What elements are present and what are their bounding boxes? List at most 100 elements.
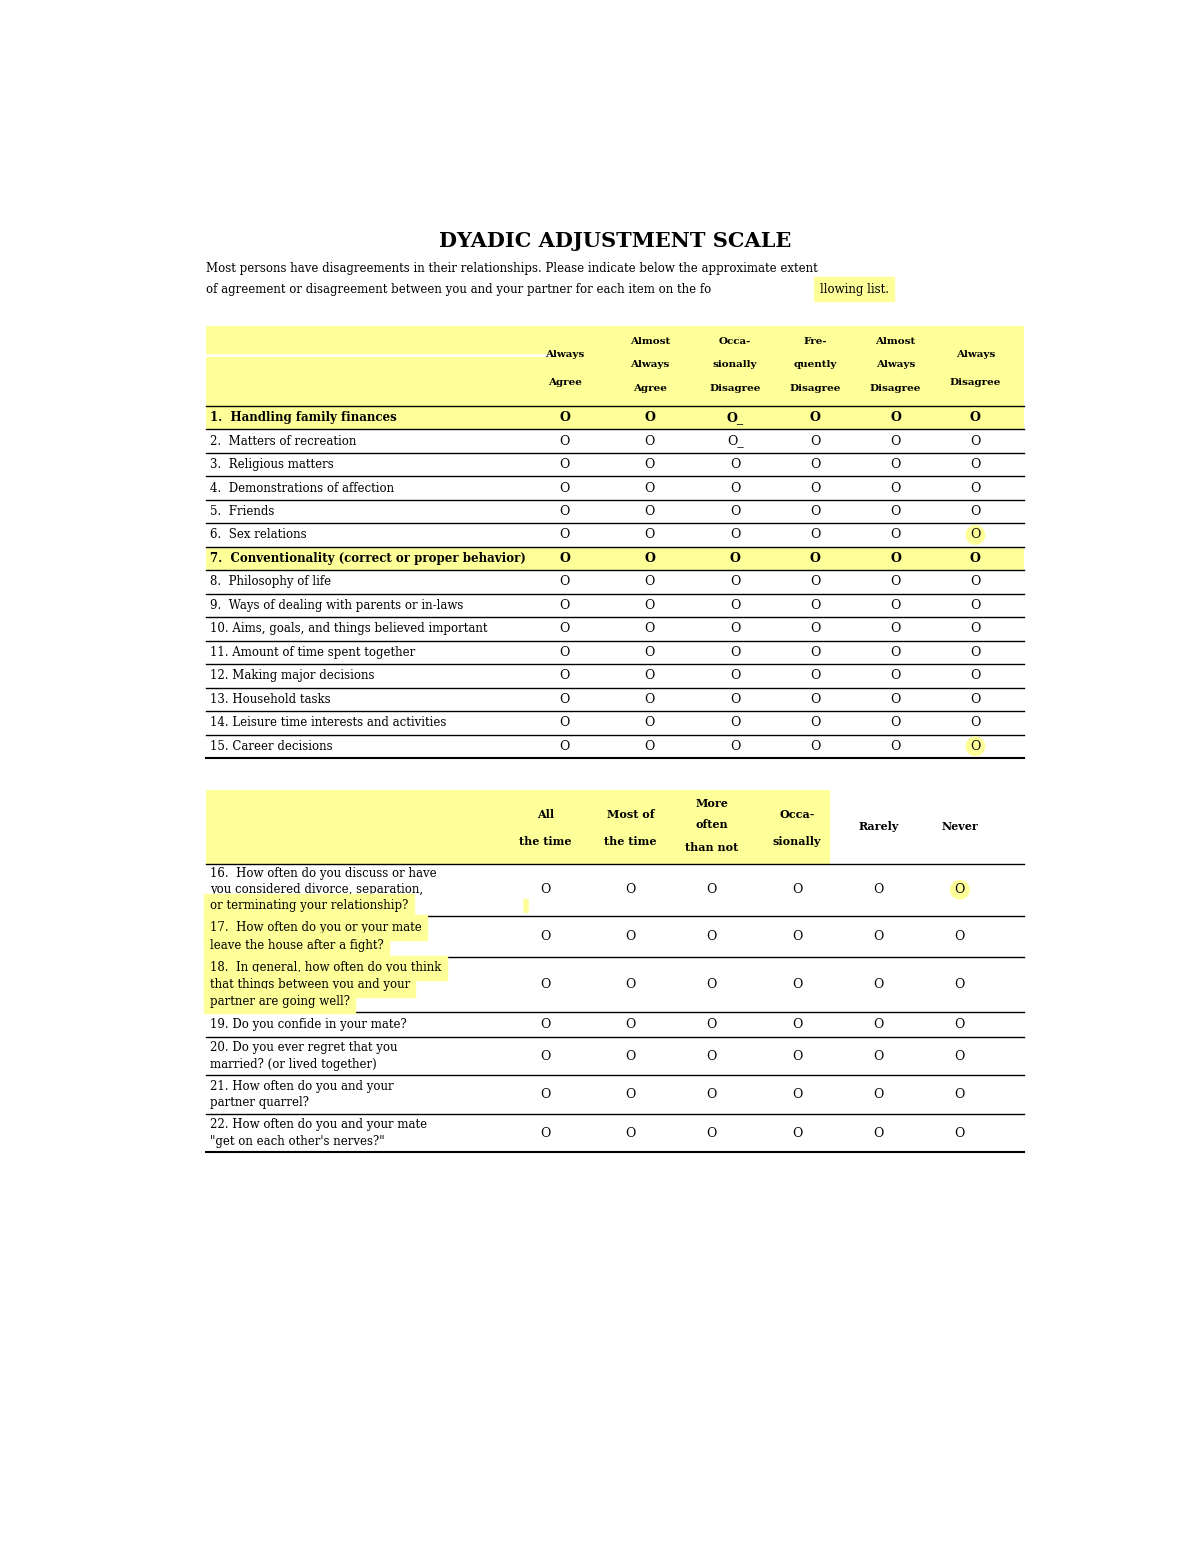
Text: O: O (955, 1019, 965, 1031)
Text: O: O (792, 978, 803, 991)
Text: DYADIC ADJUSTMENT SCALE: DYADIC ADJUSTMENT SCALE (439, 231, 791, 252)
Text: 4.  Demonstrations of affection: 4. Demonstrations of affection (210, 481, 394, 494)
Text: O: O (890, 435, 901, 447)
Text: O: O (625, 978, 636, 991)
Text: O: O (540, 1019, 551, 1031)
Text: Disagree: Disagree (790, 384, 841, 393)
Text: Disagree: Disagree (870, 384, 922, 393)
Text: 6.  Sex relations: 6. Sex relations (210, 528, 306, 542)
Bar (206, 547, 1024, 570)
Text: 11. Amount of time spent together: 11. Amount of time spent together (210, 646, 415, 658)
Text: O: O (955, 1089, 965, 1101)
Text: O: O (874, 1019, 883, 1031)
Text: O: O (559, 481, 570, 494)
Text: O: O (890, 739, 901, 753)
Text: 12. Making major decisions: 12. Making major decisions (210, 669, 374, 682)
Text: O: O (890, 716, 901, 730)
Text: O: O (559, 739, 570, 753)
Text: O: O (559, 716, 570, 730)
Text: 19. Do you confide in your mate?: 19. Do you confide in your mate? (210, 1019, 407, 1031)
Text: O: O (955, 930, 965, 943)
Text: O: O (625, 1019, 636, 1031)
Text: O: O (707, 978, 718, 991)
Text: 16.  How often do you discuss or have: 16. How often do you discuss or have (210, 868, 437, 881)
Text: O: O (874, 1089, 883, 1101)
Text: partner quarrel?: partner quarrel? (210, 1096, 308, 1109)
Text: O: O (644, 693, 655, 707)
Text: O: O (970, 599, 980, 612)
Text: O: O (644, 481, 655, 494)
Text: O: O (707, 1089, 718, 1101)
Text: O: O (970, 716, 980, 730)
Text: or terminating your relationship?: or terminating your relationship? (210, 899, 408, 912)
Text: than not: than not (685, 842, 738, 853)
Text: 22. How often do you and your mate: 22. How often do you and your mate (210, 1118, 427, 1131)
Text: O: O (559, 669, 570, 682)
Text: O: O (730, 481, 740, 494)
Text: O: O (810, 693, 820, 707)
Text: O: O (644, 599, 655, 612)
Text: O: O (810, 646, 820, 658)
Text: 7.  Conventionality (correct or proper behavior): 7. Conventionality (correct or proper be… (210, 551, 526, 565)
Bar (206, 405, 1024, 429)
Text: O: O (890, 528, 901, 542)
Text: O: O (955, 1126, 965, 1140)
Text: quently: quently (793, 360, 836, 368)
Text: Disagree: Disagree (949, 377, 1001, 387)
Text: Most of: Most of (607, 809, 654, 820)
Text: O: O (810, 623, 820, 635)
Text: O: O (644, 646, 655, 658)
Circle shape (950, 881, 970, 899)
Text: O: O (810, 412, 821, 424)
Text: O: O (644, 716, 655, 730)
Text: O: O (792, 884, 803, 896)
Text: O: O (540, 884, 551, 896)
Text: O: O (559, 528, 570, 542)
Text: O: O (792, 1089, 803, 1101)
Text: O: O (540, 930, 551, 943)
Text: O: O (874, 884, 883, 896)
Bar (206, 790, 830, 863)
Text: O: O (874, 978, 883, 991)
Text: O: O (792, 1019, 803, 1031)
Text: O: O (559, 693, 570, 707)
Text: O: O (810, 669, 820, 682)
Text: O: O (970, 693, 980, 707)
Text: O: O (890, 623, 901, 635)
Text: O: O (890, 481, 901, 494)
Text: Always: Always (630, 360, 670, 368)
Text: O: O (644, 412, 655, 424)
Text: often: often (696, 818, 728, 829)
Text: O: O (730, 599, 740, 612)
Text: O: O (644, 505, 655, 519)
Text: O: O (970, 458, 980, 471)
Text: 13. Household tasks: 13. Household tasks (210, 693, 330, 707)
Text: O: O (810, 599, 820, 612)
Text: O: O (810, 739, 820, 753)
Text: O: O (970, 646, 980, 658)
Text: Agree: Agree (632, 384, 667, 393)
Text: O: O (890, 646, 901, 658)
Text: All: All (536, 809, 554, 820)
Text: O: O (890, 458, 901, 471)
Text: O: O (559, 412, 570, 424)
Text: 15. Career decisions: 15. Career decisions (210, 739, 332, 753)
Text: O: O (625, 1089, 636, 1101)
Text: O: O (890, 505, 901, 519)
Circle shape (966, 408, 985, 427)
Text: O: O (955, 1050, 965, 1062)
Text: O: O (559, 458, 570, 471)
Text: O: O (970, 481, 980, 494)
Text: 8.  Philosophy of life: 8. Philosophy of life (210, 576, 331, 589)
Text: you considered divorce, separation,: you considered divorce, separation, (210, 884, 422, 896)
Text: O: O (540, 1050, 551, 1062)
Text: O: O (970, 623, 980, 635)
Text: O: O (730, 669, 740, 682)
Text: 21. How often do you and your: 21. How often do you and your (210, 1079, 394, 1093)
Text: O: O (644, 739, 655, 753)
Text: O: O (792, 1126, 803, 1140)
Text: O: O (874, 930, 883, 943)
Text: Fre-: Fre- (803, 337, 827, 346)
Text: of agreement or disagreement between you and your partner for each item on the f: of agreement or disagreement between you… (206, 283, 712, 295)
Text: O: O (540, 1089, 551, 1101)
